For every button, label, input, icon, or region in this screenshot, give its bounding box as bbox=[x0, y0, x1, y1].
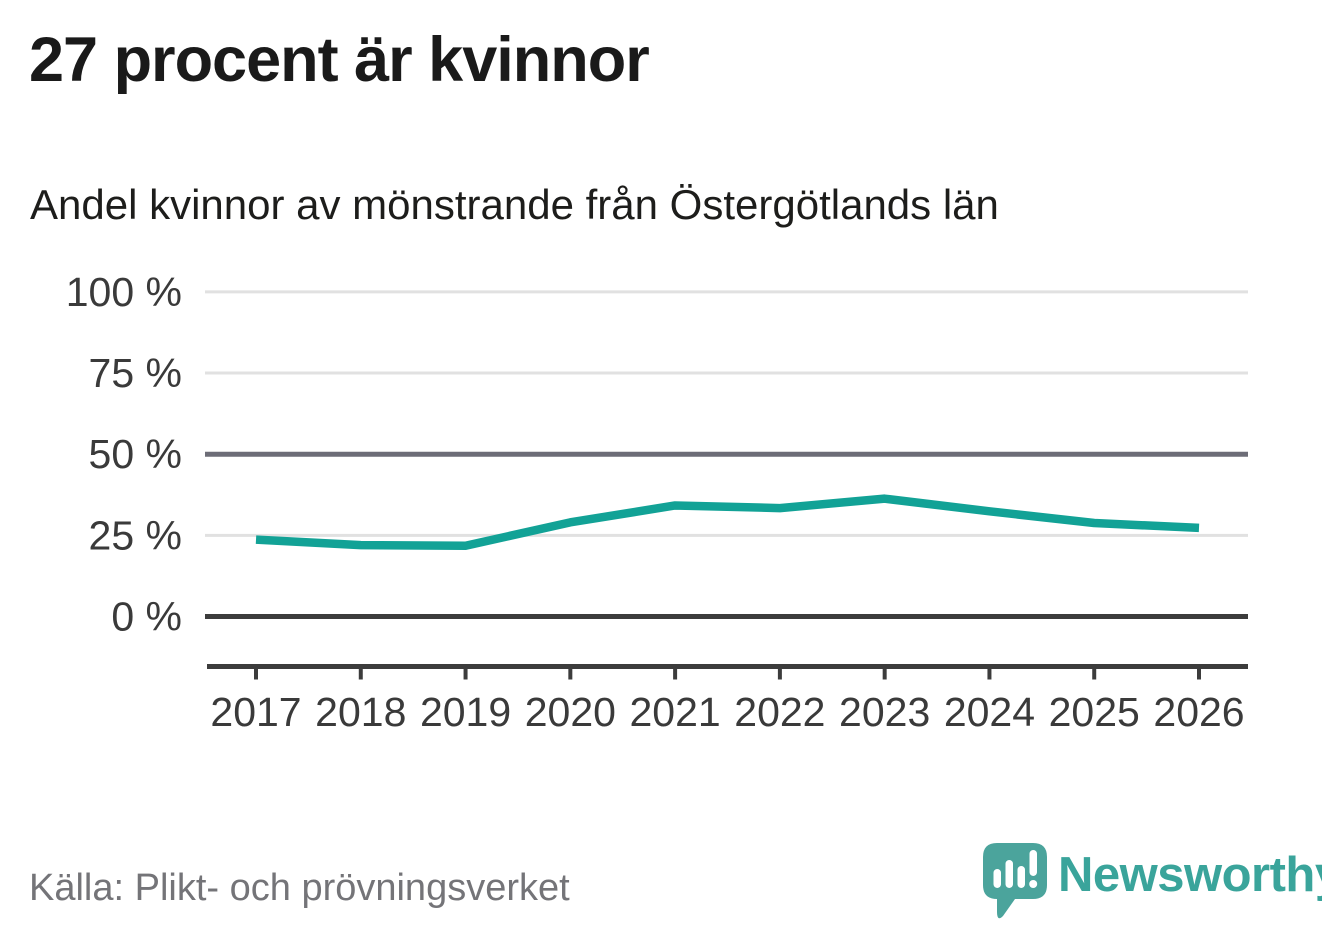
logo-bubble-shape bbox=[983, 843, 1047, 919]
chart-headline: 27 procent är kvinnor bbox=[29, 25, 650, 95]
brand-wordmark: Newsworthy bbox=[1058, 848, 1322, 902]
x-tick-label-2018: 2018 bbox=[315, 689, 406, 735]
x-tick-label-2021: 2021 bbox=[630, 689, 721, 735]
y-tick-label: 100 % bbox=[66, 269, 182, 315]
x-tick-label-2026: 2026 bbox=[1153, 689, 1244, 735]
y-tick-label: 50 % bbox=[89, 431, 182, 477]
logo-exclamation-dot bbox=[1029, 880, 1038, 888]
x-tick-label-2023: 2023 bbox=[839, 689, 930, 735]
y-tick-label: 0 % bbox=[111, 594, 182, 640]
y-tick-label: 75 % bbox=[89, 350, 182, 396]
x-tick-label-2025: 2025 bbox=[1049, 689, 1140, 735]
x-tick-label-2019: 2019 bbox=[420, 689, 511, 735]
logo-exclamation-bar bbox=[1029, 850, 1037, 876]
x-tick-label-2020: 2020 bbox=[525, 689, 616, 735]
logo-bar-1 bbox=[993, 869, 1001, 888]
source-attribution: Källa: Plikt- och prövningsverket bbox=[29, 867, 570, 909]
x-tick-label-2022: 2022 bbox=[734, 689, 825, 735]
brand-lockup: Newsworthy bbox=[982, 842, 1322, 920]
x-tick-label-2024: 2024 bbox=[944, 689, 1035, 735]
logo-bar-3 bbox=[1017, 866, 1025, 888]
chart-subtitle: Andel kvinnor av mönstrande från Östergö… bbox=[30, 181, 999, 228]
x-tick-label-2017: 2017 bbox=[210, 689, 301, 735]
newsworthy-logo-icon bbox=[983, 843, 1047, 919]
y-tick-label: 25 % bbox=[89, 512, 182, 558]
data-line-andel-kvinnor bbox=[255, 494, 1200, 550]
logo-bar-2 bbox=[1005, 860, 1013, 888]
